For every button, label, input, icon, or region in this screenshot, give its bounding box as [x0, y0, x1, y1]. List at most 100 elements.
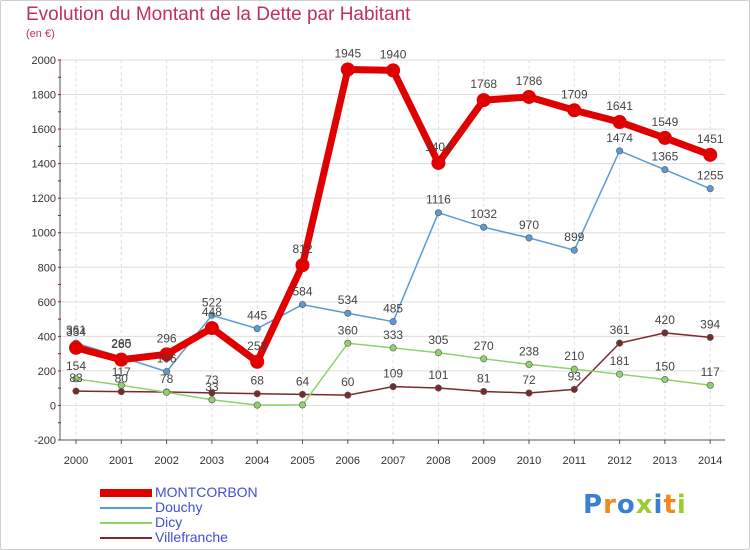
- data-point: [208, 396, 216, 404]
- data-point: [570, 385, 578, 393]
- data-label: 1116: [426, 193, 451, 207]
- legend-label: MONTCORBON: [155, 484, 258, 500]
- legend-swatch-douchy: [100, 507, 152, 509]
- data-point: [114, 352, 129, 367]
- data-label: 394: [700, 317, 720, 331]
- data-label: 448: [202, 305, 222, 319]
- data-label: 101: [428, 368, 448, 382]
- data-label: 210: [564, 349, 584, 363]
- y-tick-label: 800: [38, 262, 56, 274]
- data-point: [567, 103, 582, 118]
- data-point: [344, 391, 352, 399]
- x-tick-label: 2004: [245, 455, 269, 467]
- data-label: 899: [564, 230, 584, 244]
- data-label: 81: [477, 371, 491, 385]
- data-point: [616, 147, 624, 155]
- y-tick-label: 0: [50, 400, 56, 412]
- legend-label: Dicy: [155, 514, 183, 530]
- data-label: 1709: [561, 87, 588, 101]
- data-label: 1451: [697, 132, 724, 146]
- data-label: 83: [69, 371, 83, 385]
- y-tick-label: 1200: [32, 193, 56, 205]
- legend-swatch-villefranche: [100, 537, 152, 539]
- data-label: 360: [338, 323, 358, 337]
- data-point: [250, 354, 265, 369]
- data-point: [253, 325, 261, 333]
- x-tick-label: 2009: [471, 455, 495, 467]
- logo-letter: P: [583, 490, 604, 520]
- data-point: [163, 368, 171, 376]
- legend-item-dicy: Dicy: [100, 514, 400, 530]
- chart-subtitle: (en €): [26, 28, 55, 40]
- data-label: 1945: [334, 47, 361, 61]
- data-point: [480, 223, 488, 231]
- data-point: [253, 390, 261, 398]
- proxiti-logo: Proxiti: [583, 490, 687, 520]
- data-point: [657, 130, 672, 145]
- x-tick-label: 2001: [109, 455, 133, 467]
- data-label: 1940: [380, 47, 407, 61]
- data-label: 280: [111, 337, 131, 351]
- data-point: [344, 339, 352, 347]
- x-tick-label: 2003: [200, 455, 224, 467]
- data-label: 305: [428, 333, 448, 347]
- data-label: 1404: [425, 140, 452, 154]
- data-label: 970: [519, 218, 539, 232]
- data-point: [298, 301, 306, 309]
- data-label: 109: [383, 367, 403, 381]
- legend-item-montcorbon: MONTCORBON: [100, 484, 400, 500]
- logo-letter: r: [603, 490, 617, 520]
- data-label: 150: [655, 360, 675, 374]
- x-tick-label: 2007: [381, 455, 405, 467]
- data-point: [522, 89, 536, 104]
- data-label: 72: [522, 373, 536, 387]
- y-tick-label: 1800: [32, 90, 56, 102]
- data-label: 534: [338, 293, 358, 307]
- data-label: 361: [610, 323, 630, 337]
- data-point: [431, 155, 446, 170]
- data-point: [69, 340, 83, 355]
- data-point: [389, 383, 397, 391]
- data-point: [434, 384, 442, 392]
- y-tick-label: 2000: [32, 55, 56, 67]
- chart-title: Evolution du Montant de la Dette par Hab…: [26, 4, 411, 25]
- data-point: [706, 185, 714, 193]
- logo-letter: x: [635, 490, 654, 520]
- data-label: 1365: [652, 150, 679, 164]
- data-point: [480, 387, 488, 395]
- data-point: [434, 209, 442, 217]
- data-point: [525, 389, 533, 397]
- data-point: [389, 344, 397, 352]
- data-label: 296: [157, 331, 177, 345]
- data-label: 334: [66, 325, 86, 339]
- data-label: 196: [157, 352, 177, 366]
- data-point: [159, 347, 174, 362]
- data-point: [434, 349, 442, 357]
- x-tick-label: 2002: [154, 455, 178, 467]
- data-point: [72, 375, 80, 383]
- data-label: 522: [202, 295, 222, 309]
- x-tick-label: 2010: [517, 455, 541, 467]
- y-tick-label: 1400: [32, 159, 56, 171]
- legend-swatch-montcorbon: [100, 489, 152, 497]
- data-point: [344, 309, 352, 317]
- data-label: 238: [519, 344, 539, 358]
- x-tick-label: 2011: [562, 455, 586, 467]
- data-point: [163, 388, 171, 396]
- data-point: [703, 147, 718, 162]
- data-label: 253: [247, 339, 267, 353]
- data-point: [480, 355, 488, 363]
- data-point: [298, 390, 306, 398]
- legend-item-douchy: Douchy: [100, 499, 400, 515]
- x-tick-label: 2013: [653, 455, 677, 467]
- logo-letter: i: [676, 490, 687, 520]
- x-tick-label: 2014: [698, 455, 722, 467]
- data-label: 80: [115, 372, 129, 386]
- data-label: 154: [66, 359, 86, 373]
- data-point: [661, 376, 669, 384]
- data-point: [208, 311, 216, 319]
- series-line-montcorbon: [72, 66, 714, 366]
- data-point: [208, 389, 216, 397]
- data-label: 93: [568, 369, 582, 383]
- data-point: [616, 370, 624, 378]
